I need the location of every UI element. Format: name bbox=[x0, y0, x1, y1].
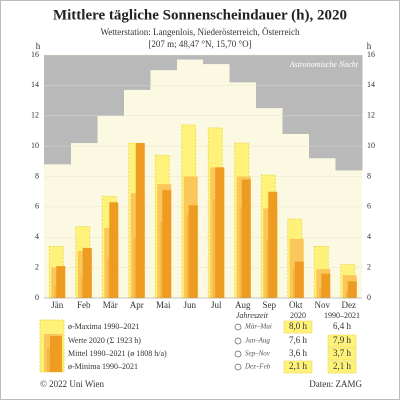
season-label: Jun–Aug bbox=[245, 337, 270, 345]
bar bbox=[268, 191, 278, 298]
x-tick-label: Apr bbox=[130, 300, 144, 310]
bar bbox=[347, 281, 357, 298]
night bbox=[70, 55, 98, 144]
x-tick-label: Feb bbox=[77, 300, 91, 310]
night-label: Astronomische Nacht bbox=[289, 60, 359, 69]
table-highlight bbox=[327, 347, 357, 361]
legend-label: ø-Maxima 1990–2021 bbox=[68, 322, 139, 331]
table-value: 8,0 h bbox=[289, 321, 308, 331]
y-tick-label: 16 bbox=[31, 50, 39, 59]
legend-label: Werte 2020 (Σ 1923 h) bbox=[68, 336, 141, 345]
chart-title: Mittlere tägliche Sonnenscheindauer (h),… bbox=[53, 7, 347, 23]
y-tick-label: 2 bbox=[35, 262, 39, 271]
table-highlight bbox=[283, 360, 313, 374]
season-label: Mär–Mai bbox=[244, 323, 272, 331]
y2-tick-label: 8 bbox=[367, 171, 371, 180]
bar bbox=[188, 205, 198, 298]
footer-left: © 2022 Uni Wien bbox=[40, 379, 105, 389]
table-header: Jahreszeit bbox=[236, 311, 269, 320]
subtitle: Wetterstation: Langenlois, Niederösterre… bbox=[101, 27, 300, 37]
table-header: 1990–2021 bbox=[324, 311, 360, 320]
season-icon bbox=[234, 350, 242, 358]
y2-tick-label: 10 bbox=[367, 141, 375, 150]
bar bbox=[135, 143, 145, 298]
bar bbox=[162, 190, 172, 298]
bar bbox=[109, 202, 119, 298]
table-value: 6,4 h bbox=[333, 321, 352, 331]
y2-label: h bbox=[367, 41, 372, 51]
table-value: 3,7 h bbox=[333, 348, 352, 358]
season-label: Dez–Feb bbox=[244, 363, 271, 371]
y-tick-label: 10 bbox=[31, 141, 39, 150]
night bbox=[176, 55, 204, 60]
x-tick-label: Sep bbox=[263, 300, 277, 310]
season-icon bbox=[234, 337, 242, 345]
y2-tick-label: 2 bbox=[367, 262, 371, 271]
night bbox=[309, 55, 336, 159]
bar bbox=[241, 179, 251, 298]
table-highlight bbox=[327, 360, 357, 374]
night bbox=[256, 55, 283, 109]
season-icon bbox=[234, 363, 242, 371]
y2-tick-label: 12 bbox=[367, 111, 375, 120]
night bbox=[203, 55, 230, 65]
table-highlight bbox=[327, 334, 357, 348]
y-label: h bbox=[36, 41, 41, 51]
y-tick-label: 8 bbox=[35, 171, 39, 180]
y2-tick-label: 16 bbox=[367, 50, 375, 59]
night bbox=[123, 55, 151, 90]
x-tick-label: Jul bbox=[211, 300, 222, 310]
night bbox=[335, 55, 363, 171]
y-tick-label: 0 bbox=[35, 293, 39, 302]
night bbox=[282, 55, 310, 134]
x-tick-label: Dez bbox=[342, 300, 357, 310]
bar bbox=[82, 247, 92, 298]
y2-tick-label: 14 bbox=[367, 80, 375, 89]
bar bbox=[215, 167, 225, 298]
night bbox=[150, 55, 177, 71]
x-tick-label: Nov bbox=[315, 300, 331, 310]
legend-swatch bbox=[50, 336, 62, 372]
x-tick-label: Jän bbox=[51, 300, 63, 310]
night bbox=[229, 55, 257, 83]
x-tick-label: Mär bbox=[103, 300, 118, 310]
legend-label: ø-Minima 1990–2021 bbox=[68, 362, 138, 371]
y-tick-label: 6 bbox=[35, 202, 39, 211]
x-tick-label: Okt bbox=[289, 300, 303, 310]
table-value: 3,6 h bbox=[289, 348, 308, 358]
season-label: Sep–Nov bbox=[245, 350, 271, 358]
night bbox=[44, 55, 71, 165]
legend-label: Mittel 1990–2021 (ø 1808 h/a) bbox=[68, 349, 167, 358]
y-tick-label: 14 bbox=[31, 80, 39, 89]
table-value: 7,9 h bbox=[333, 335, 352, 345]
table-value: 7,6 h bbox=[289, 335, 308, 345]
bar bbox=[56, 266, 66, 298]
y2-tick-label: 0 bbox=[367, 293, 371, 302]
x-tick-label: Mai bbox=[156, 300, 171, 310]
season-icon bbox=[234, 323, 242, 331]
bar bbox=[294, 261, 304, 298]
y2-tick-label: 6 bbox=[367, 202, 371, 211]
bar bbox=[321, 273, 331, 298]
x-tick-label: Aug bbox=[235, 300, 251, 310]
y-tick-label: 12 bbox=[31, 111, 39, 120]
x-tick-label: Jun bbox=[183, 300, 196, 310]
table-header: 2020 bbox=[290, 311, 306, 320]
table-value: 2,1 h bbox=[333, 361, 352, 371]
table-value: 2,1 h bbox=[289, 361, 308, 371]
y2-tick-label: 4 bbox=[367, 232, 371, 241]
table-highlight bbox=[283, 320, 313, 334]
location: [207 m; 48,47 °N, 15,70 °O] bbox=[148, 39, 251, 49]
y-tick-label: 4 bbox=[35, 232, 39, 241]
footer-right: Daten: ZAMG bbox=[309, 379, 362, 389]
